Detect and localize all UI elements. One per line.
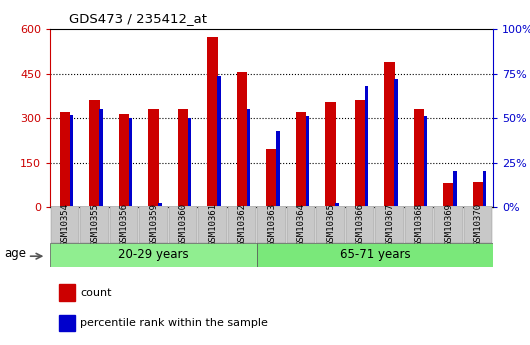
Text: GSM10364: GSM10364	[297, 203, 306, 246]
Bar	[158, 204, 162, 207]
Text: GSM10366: GSM10366	[356, 203, 365, 246]
FancyBboxPatch shape	[287, 206, 315, 243]
Text: age: age	[4, 247, 26, 260]
Bar	[257, 243, 493, 267]
Text: 20-29 years: 20-29 years	[118, 248, 189, 262]
Bar	[188, 118, 191, 207]
Bar	[90, 100, 100, 207]
FancyBboxPatch shape	[169, 206, 197, 243]
Text: GSM10360: GSM10360	[179, 203, 188, 246]
Bar	[325, 102, 336, 207]
Bar	[335, 204, 339, 207]
Bar	[424, 116, 427, 207]
FancyBboxPatch shape	[375, 206, 404, 243]
Bar	[296, 112, 306, 207]
Bar	[453, 171, 457, 207]
Bar	[119, 114, 129, 207]
Bar	[365, 86, 368, 207]
Text: GSM10367: GSM10367	[385, 203, 394, 246]
Bar	[394, 79, 398, 207]
FancyBboxPatch shape	[198, 206, 227, 243]
Text: GSM10356: GSM10356	[120, 203, 129, 246]
Bar	[148, 109, 159, 207]
Text: GSM10363: GSM10363	[267, 203, 276, 246]
Bar	[99, 109, 103, 207]
Bar	[473, 182, 483, 207]
Text: GSM10361: GSM10361	[208, 203, 217, 246]
FancyBboxPatch shape	[258, 206, 286, 243]
FancyBboxPatch shape	[139, 206, 168, 243]
Bar	[178, 109, 188, 207]
Bar	[444, 183, 454, 207]
Bar	[129, 118, 132, 207]
FancyBboxPatch shape	[464, 206, 492, 243]
Text: 65-71 years: 65-71 years	[340, 248, 410, 262]
Bar	[60, 112, 70, 207]
Text: count: count	[81, 288, 112, 298]
Text: GSM10365: GSM10365	[326, 203, 335, 246]
Bar	[247, 109, 250, 207]
Text: GSM10355: GSM10355	[90, 203, 99, 246]
FancyBboxPatch shape	[435, 206, 463, 243]
Bar	[59, 284, 75, 301]
Bar	[384, 62, 395, 207]
Bar	[355, 100, 365, 207]
Bar	[237, 72, 248, 207]
Bar	[483, 171, 487, 207]
Bar	[306, 116, 310, 207]
Text: GSM10370: GSM10370	[474, 203, 483, 246]
Text: GDS473 / 235412_at: GDS473 / 235412_at	[69, 12, 207, 25]
Bar	[70, 115, 73, 207]
Bar	[217, 76, 221, 207]
Text: GSM10368: GSM10368	[414, 203, 423, 246]
Bar	[50, 243, 257, 267]
Bar	[276, 131, 280, 207]
FancyBboxPatch shape	[81, 206, 109, 243]
FancyBboxPatch shape	[346, 206, 374, 243]
FancyBboxPatch shape	[405, 206, 434, 243]
Bar	[414, 109, 425, 207]
FancyBboxPatch shape	[228, 206, 257, 243]
Text: GSM10369: GSM10369	[444, 203, 453, 246]
Bar	[207, 37, 218, 207]
Text: percentile rank within the sample: percentile rank within the sample	[81, 318, 268, 328]
FancyBboxPatch shape	[51, 206, 80, 243]
Text: GSM10362: GSM10362	[237, 203, 246, 246]
FancyBboxPatch shape	[110, 206, 138, 243]
Text: GSM10354: GSM10354	[60, 203, 69, 246]
Bar	[59, 315, 75, 331]
Text: GSM10359: GSM10359	[149, 203, 158, 246]
FancyBboxPatch shape	[316, 206, 345, 243]
Bar	[267, 149, 277, 207]
